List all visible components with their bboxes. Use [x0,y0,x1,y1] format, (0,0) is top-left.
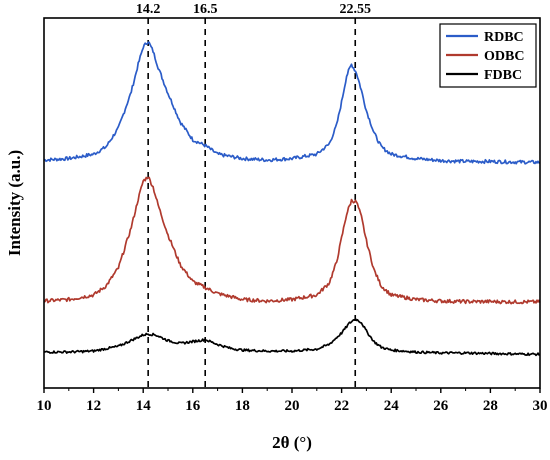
reference-line-label: 16.5 [193,2,218,17]
reference-line-label: 22.55 [339,2,371,17]
legend: RDBC ODBC FDBC [439,23,537,88]
x-tick-label: 24 [384,398,400,414]
series-line-rdbc [43,41,541,165]
legend-label-fdbc: FDBC [484,68,522,83]
x-tick-label: 16 [185,398,201,414]
reference-lines: 14.2 16.5 22.55 [136,2,371,388]
x-tick-label: 10 [37,398,52,414]
x-tick-label: 18 [235,398,250,414]
series-lines [43,41,541,357]
x-tick-label: 22 [334,398,349,414]
reference-line-label: 14.2 [136,2,161,17]
x-tick-label: 14 [136,398,152,414]
x-tick-label: 20 [285,398,300,414]
x-tick-label: 30 [533,398,548,414]
x-tick-label: 12 [86,398,101,414]
series-line-odbc [43,176,541,305]
series-line-fdbc [43,317,541,357]
y-axis-label: Intensity (a.u.) [5,150,24,256]
x-axis-label: 2θ (°) [272,433,312,452]
legend-label-odbc: ODBC [484,49,524,64]
x-axis-ticks: 10 12 14 16 18 20 22 24 26 28 30 [37,388,548,414]
legend-label-rdbc: RDBC [484,30,524,45]
x-tick-label: 28 [483,398,498,414]
x-tick-label: 26 [433,398,449,414]
